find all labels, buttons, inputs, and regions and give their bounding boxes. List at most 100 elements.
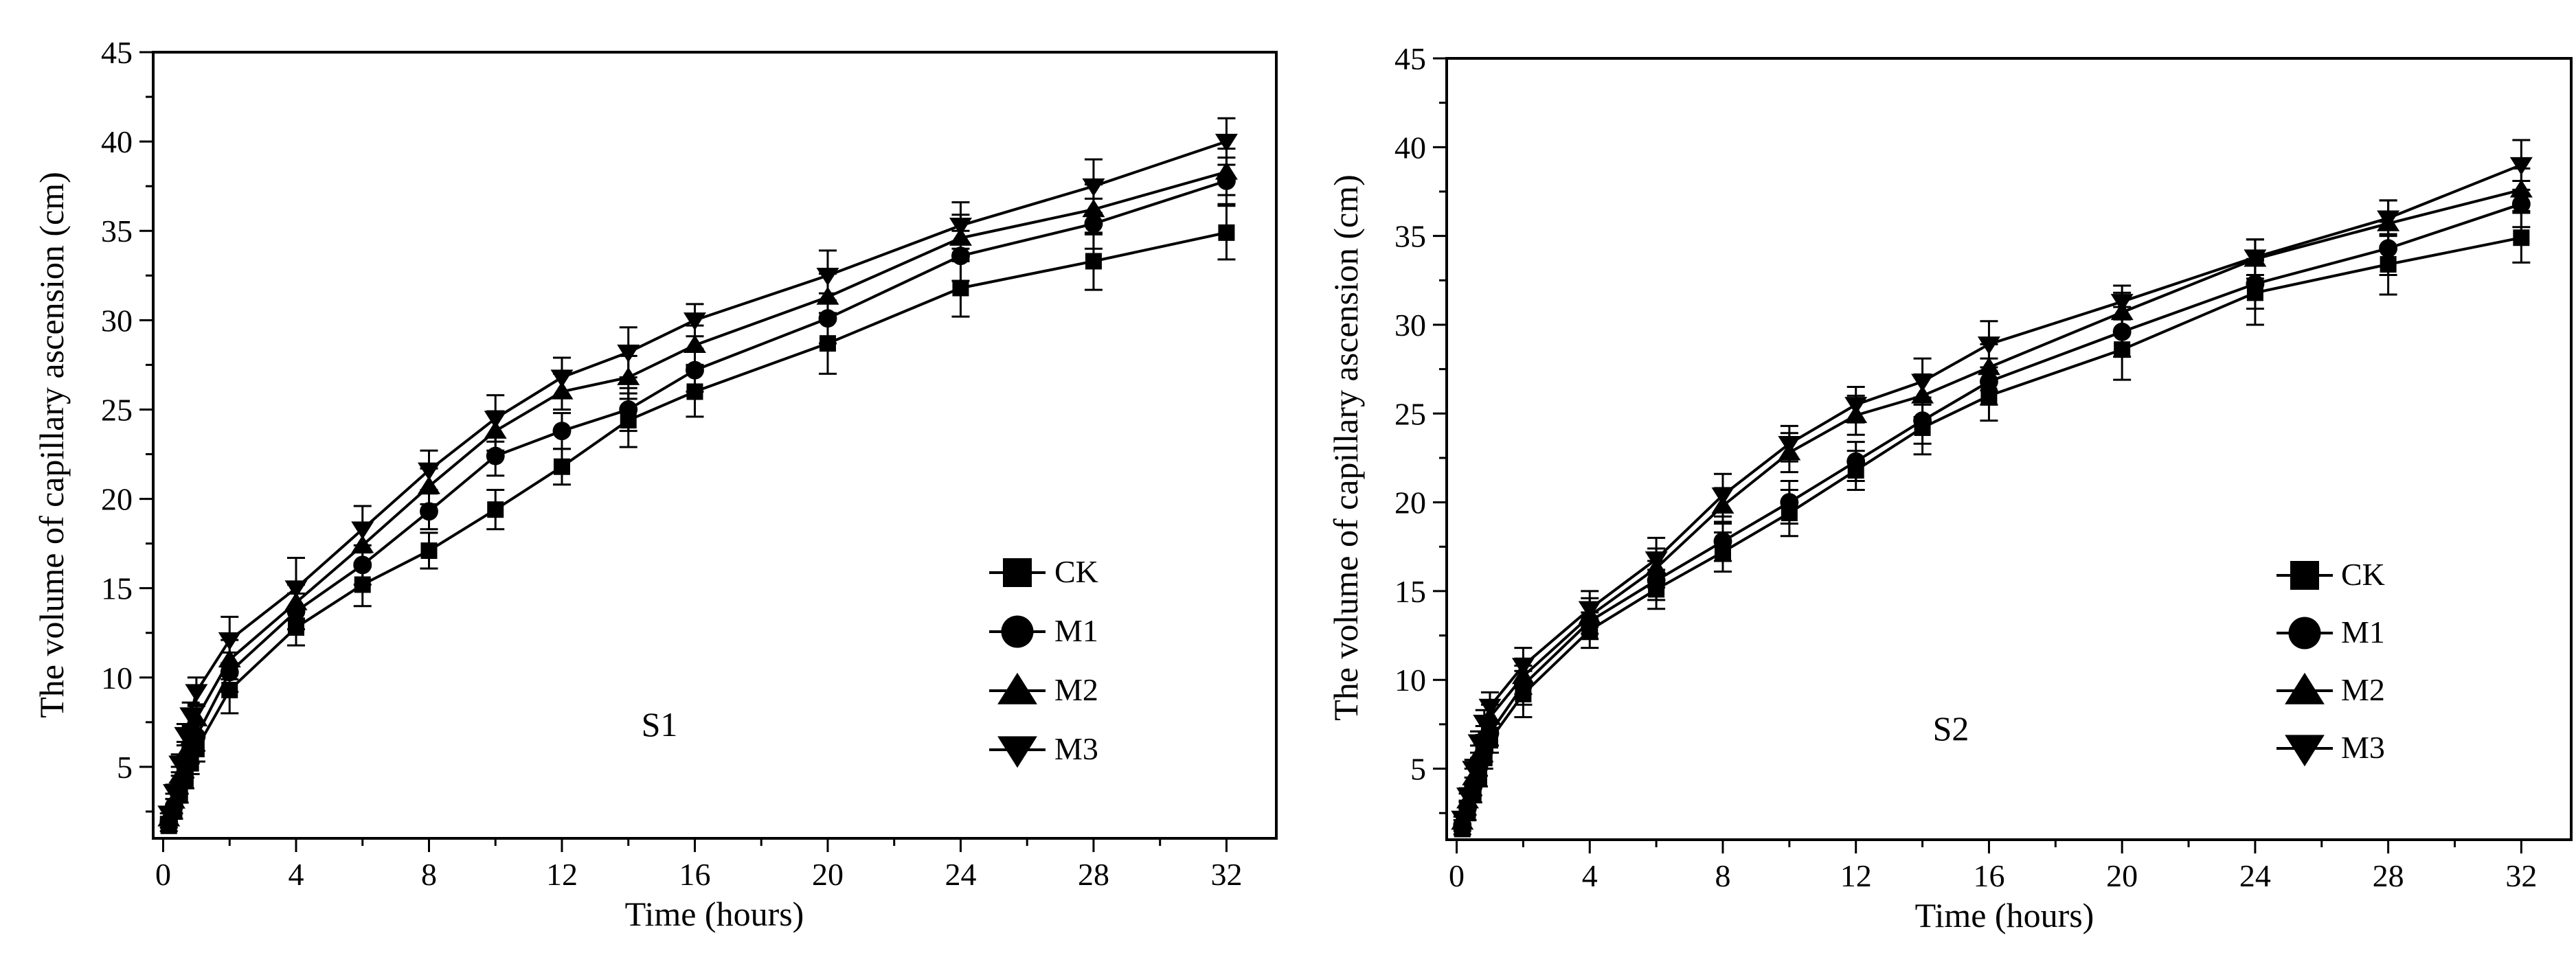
data-point-m3 <box>1844 397 1868 415</box>
legend-marker-m2 <box>2285 672 2325 704</box>
x-tick-label: 16 <box>679 857 710 892</box>
data-point-m3 <box>1977 336 2000 355</box>
y-tick-label: 10 <box>1394 663 1426 698</box>
data-point-m1 <box>1780 493 1799 512</box>
x-axis-title: Time (hours) <box>625 895 804 933</box>
data-point-m1 <box>2379 239 2398 258</box>
panel-label-s2: S2 <box>1933 709 1969 748</box>
data-point-m3 <box>2509 157 2533 176</box>
x-axis-title: Time (hours) <box>1915 896 2094 934</box>
y-tick-label: 35 <box>1394 219 1426 254</box>
x-tick-label: 8 <box>1715 858 1730 893</box>
data-point-m3 <box>1778 435 1801 455</box>
y-tick-label: 30 <box>101 303 133 338</box>
data-point-m3 <box>179 707 203 726</box>
data-point-m3 <box>417 462 440 481</box>
x-tick-label: 32 <box>2505 858 2537 893</box>
x-tick-label: 8 <box>421 857 437 892</box>
data-marks <box>157 117 1238 834</box>
data-point-m1 <box>420 502 438 521</box>
data-point-m3 <box>162 784 185 803</box>
data-point-m3 <box>1711 487 1735 506</box>
legend-marker-m1 <box>2288 617 2321 650</box>
data-point-m3 <box>168 755 192 774</box>
data-point-m3 <box>1082 178 1105 197</box>
series-line-m2 <box>167 170 1227 819</box>
y-tick-label: 40 <box>101 124 133 159</box>
x-tick-label: 0 <box>155 857 171 892</box>
data-point-m3 <box>1467 734 1491 753</box>
data-point-m3 <box>617 344 640 363</box>
data-point-m3 <box>1473 715 1496 733</box>
series-line-m3 <box>167 140 1228 814</box>
data-point-m1 <box>1846 452 1866 471</box>
data-point-ck <box>1085 253 1102 270</box>
y-tick-label: 20 <box>1394 485 1426 520</box>
data-point-m3 <box>2110 294 2134 312</box>
series-line-m1 <box>167 179 1228 823</box>
x-tick-label: 0 <box>1449 858 1465 893</box>
data-point-m1 <box>1913 411 1932 430</box>
data-point-m1 <box>1713 532 1732 551</box>
y-axis-title: The volume of capillary ascension (cm) <box>1326 174 1365 721</box>
data-marks <box>1451 139 2533 838</box>
data-point-m3 <box>949 218 972 236</box>
data-point-m3 <box>550 369 574 388</box>
data-point-ck <box>420 542 438 560</box>
legend: CK M1 M2 M3 <box>2276 557 2385 767</box>
legend-label-m2: M2 <box>1054 672 1098 707</box>
data-point-m3 <box>157 805 181 824</box>
y-tick-label: 10 <box>101 661 133 696</box>
legend-marker-m3 <box>2285 735 2325 767</box>
data-point-m3 <box>1645 551 1668 570</box>
data-point-ck <box>1218 224 1235 241</box>
data-point-m1 <box>552 422 572 441</box>
x-tick-label: 24 <box>2239 858 2271 893</box>
y-tick-label: 15 <box>1394 574 1426 609</box>
legend-label-m3: M3 <box>2341 730 2385 765</box>
data-point-m3 <box>816 268 839 286</box>
data-point-ck <box>952 279 969 297</box>
data-point-ck <box>553 458 570 475</box>
legend-marker-m3 <box>997 736 1037 768</box>
data-point-m3 <box>1511 658 1535 676</box>
legend-label-ck: CK <box>1054 554 1098 589</box>
y-tick-label: 35 <box>101 214 133 249</box>
legend-marker-m2 <box>997 672 1037 704</box>
data-point-m3 <box>218 632 241 651</box>
data-point-m3 <box>1214 133 1238 152</box>
data-point-ck <box>487 501 504 518</box>
legend-marker-ck <box>2290 561 2319 590</box>
y-tick-label: 30 <box>1394 308 1426 343</box>
data-point-m3 <box>1462 761 1485 779</box>
legend-marker-m1 <box>1001 615 1034 648</box>
x-tick-label: 28 <box>1078 857 1109 892</box>
data-point-m2 <box>168 765 192 784</box>
plot-frame <box>1445 57 2573 841</box>
legend-marker-ck <box>1003 558 1032 587</box>
data-point-m3 <box>484 411 507 429</box>
series-line-m3 <box>1460 163 2522 819</box>
legend-label-ck: CK <box>2341 557 2385 592</box>
y-tick-label: 5 <box>117 750 133 785</box>
y-tick-label: 25 <box>101 392 133 427</box>
data-point-m3 <box>185 684 208 702</box>
chart-panel-s1: 0 4 8 12 16 20 24 28 32 5 10 15 20 25 30 35 40 45 Time (h… <box>32 35 1278 933</box>
x-tick-label: 12 <box>1840 858 1872 893</box>
data-point-m3 <box>351 521 374 540</box>
x-tick-label: 4 <box>1582 858 1598 893</box>
y-tick-label: 20 <box>101 482 133 517</box>
data-point-m3 <box>1456 788 1480 806</box>
y-tick-label: 40 <box>1394 130 1426 165</box>
data-point-ck <box>2513 229 2530 246</box>
data-point-m3 <box>284 580 308 599</box>
legend-label-m1: M1 <box>1054 613 1098 648</box>
legend: CK M1 M2 M3 <box>989 554 1098 768</box>
x-tick-label: 28 <box>2373 858 2404 893</box>
y-tick-label: 15 <box>101 571 133 606</box>
x-tick-label: 16 <box>1973 858 2004 893</box>
data-point-m2 <box>683 334 706 354</box>
x-tick-label: 20 <box>2106 858 2138 893</box>
data-point-m3 <box>1578 601 1601 619</box>
y-tick-label: 45 <box>101 35 133 70</box>
